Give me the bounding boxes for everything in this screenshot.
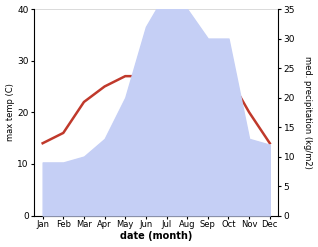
X-axis label: date (month): date (month) xyxy=(120,231,192,242)
Y-axis label: max temp (C): max temp (C) xyxy=(5,83,15,141)
Y-axis label: med. precipitation (kg/m2): med. precipitation (kg/m2) xyxy=(303,56,313,169)
